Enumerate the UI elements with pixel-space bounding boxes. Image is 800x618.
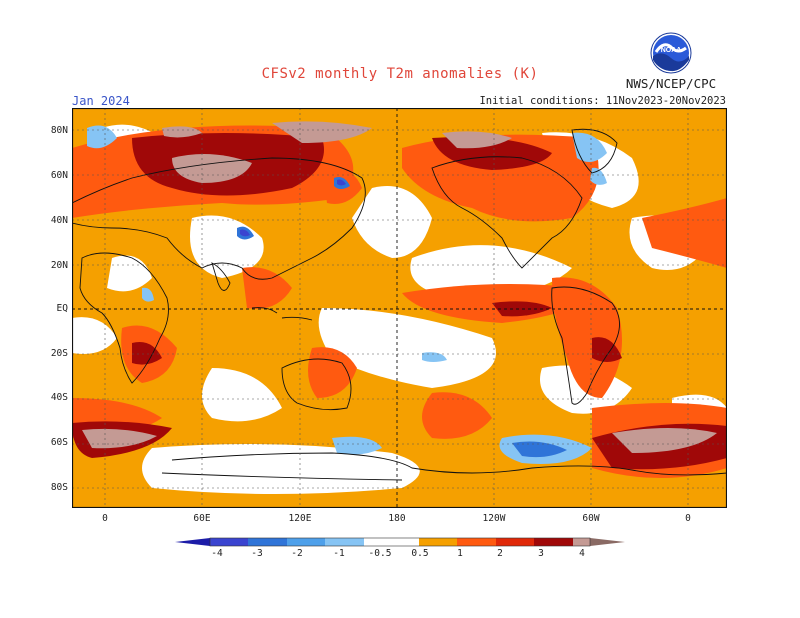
lon-label-60e: 60E xyxy=(193,513,211,524)
initial-conditions: Initial conditions: 11Nov2023-20Nov2023 xyxy=(479,95,726,107)
colorbar-swatch xyxy=(364,538,419,546)
colorbar-label: 3 xyxy=(538,548,544,559)
colorbar-arrow-left xyxy=(175,538,210,546)
colorbar-swatch xyxy=(248,538,287,546)
colder-regions xyxy=(240,179,346,237)
lon-label-120e: 120E xyxy=(288,513,312,524)
colorbar-arrow-right xyxy=(590,538,625,546)
coastlines xyxy=(72,128,727,481)
colorbar-swatch xyxy=(573,538,590,546)
lat-label-80s: 80S xyxy=(50,482,68,493)
lon-label-120w: 120W xyxy=(482,513,506,524)
colorbar-swatch xyxy=(287,538,325,546)
colorbar-label: -3 xyxy=(251,548,263,559)
lon-label-0: 0 xyxy=(102,513,108,524)
colorbar-label: -1 xyxy=(333,548,345,559)
colorbar-label: 1 xyxy=(457,548,463,559)
lat-label-20s: 20S xyxy=(50,348,68,359)
lat-label-60s: 60S xyxy=(50,437,68,448)
lon-label-180: 180 xyxy=(388,513,406,524)
lat-label-60n: 60N xyxy=(50,170,68,181)
lat-label-80n: 80N xyxy=(50,125,68,136)
lat-label-20n: 20N xyxy=(50,260,68,271)
colorbar-swatch xyxy=(210,538,248,546)
lat-label-40n: 40N xyxy=(50,215,68,226)
colorbar-label: -0.5 xyxy=(368,548,392,559)
anomaly-map xyxy=(72,108,727,508)
colorbar-swatch xyxy=(457,538,496,546)
map-title: CFSv2 monthly T2m anomalies (K) xyxy=(261,66,539,82)
logo-text: NOAA xyxy=(661,47,682,54)
lon-label-60w: 60W xyxy=(582,513,600,524)
colorbar-label: -2 xyxy=(291,548,303,559)
equator-dateline xyxy=(72,108,727,508)
forecast-month: Jan 2024 xyxy=(72,94,130,108)
colorbar-label: -4 xyxy=(211,548,223,559)
colorbar-label: 0.5 xyxy=(411,548,429,559)
lat-label-40s: 40S xyxy=(50,392,68,403)
lat-label-eq: EQ xyxy=(56,303,68,314)
noaa-logo: NOAA xyxy=(650,32,692,74)
agency-label: NWS/NCEP/CPC xyxy=(625,76,717,91)
colorbar-label: 4 xyxy=(579,548,585,559)
lat-lon-grid xyxy=(72,108,727,508)
colorbar-swatch xyxy=(496,538,534,546)
colorbar-label: 2 xyxy=(497,548,503,559)
colorbar-swatch xyxy=(534,538,573,546)
extreme-regions xyxy=(82,121,717,453)
map-frame xyxy=(72,108,727,508)
colorbar-swatch xyxy=(325,538,364,546)
lon-label-0-east: 0 xyxy=(685,513,691,524)
colorbar xyxy=(175,537,625,547)
colorbar-swatch xyxy=(419,538,457,546)
